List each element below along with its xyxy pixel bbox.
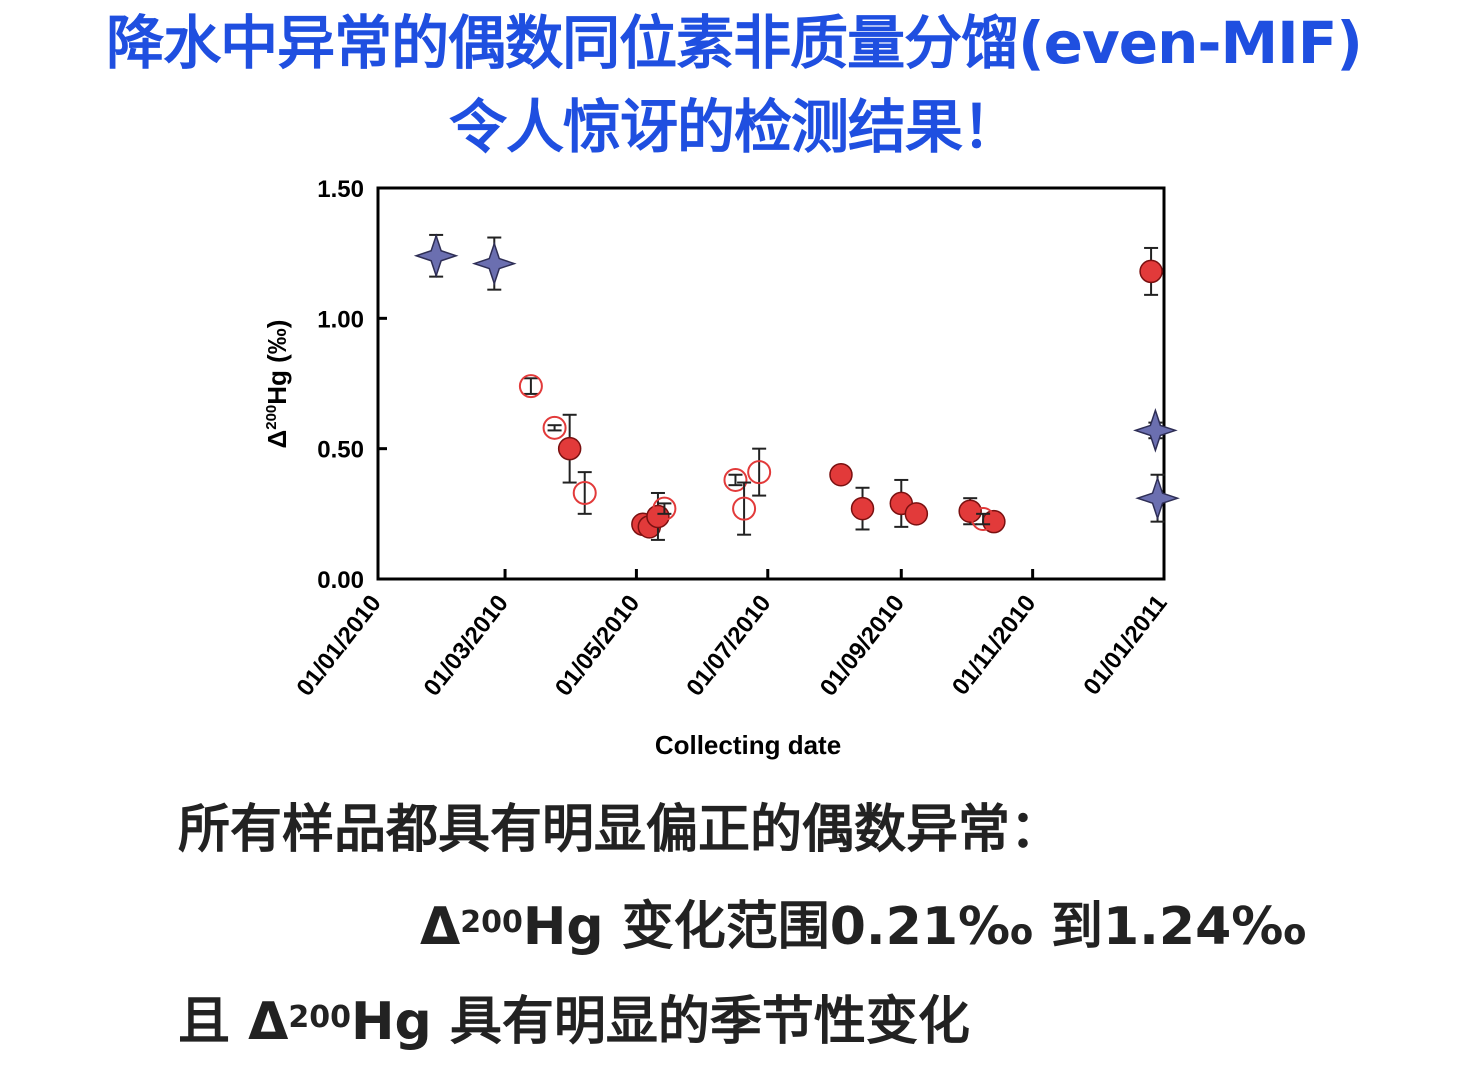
x-tick-label: 01/07/2010 xyxy=(681,590,776,701)
open-circle-marker xyxy=(652,496,677,521)
filled-circle-marker xyxy=(829,462,853,487)
x-tick-label: 01/03/2010 xyxy=(419,590,514,701)
x-tick-label: 01/05/2010 xyxy=(550,590,645,701)
slide-title-line-2: 令人惊讶的检测结果！ xyxy=(448,93,1020,161)
y-tick-label: 0.00 xyxy=(317,567,364,594)
x-tick-label: 01/11/2010 xyxy=(947,590,1041,700)
y-tick-label: 1.00 xyxy=(317,306,364,333)
isotope-mass: 200 xyxy=(460,905,523,940)
open-circle-marker xyxy=(971,507,996,532)
star-marker xyxy=(1135,475,1180,521)
filled-circle-marker xyxy=(958,499,982,523)
open-circle-marker xyxy=(542,415,567,440)
seasonal-text: Hg 具有明显的季节性变化 xyxy=(350,992,970,1052)
range-text: Hg 变化范围0.21‰ 到1.24‰ xyxy=(522,897,1307,957)
x-tick-label: 01/09/2010 xyxy=(815,590,910,701)
open-circle-marker xyxy=(732,496,757,521)
star-marker xyxy=(413,233,459,279)
summary-line-2: Δ200Hg 变化范围0.21‰ 到1.24‰ xyxy=(420,897,1306,957)
open-circle-marker xyxy=(723,467,748,492)
delta200hg-scatter-chart: 0.00 0.50 1.00 1.50 01/01/2010 01/03/2010 01/… xyxy=(262,176,1180,760)
slide-title-line-1: 降水中异常的偶数同位素非质量分馏(even-MIF) xyxy=(106,9,1363,77)
x-axis-label: Collecting date xyxy=(655,730,841,760)
y-axis-label: Δ200Hg (‰) xyxy=(262,320,292,449)
filled-circle-marker xyxy=(850,496,875,521)
open-circle-marker xyxy=(518,374,543,399)
summary-line-1: 所有样品都具有明显偏正的偶数异常： xyxy=(178,800,1063,860)
star-marker xyxy=(471,241,517,286)
open-circle-marker xyxy=(747,460,772,485)
summary-line-3: 且 Δ200Hg 具有明显的季节性变化 xyxy=(178,992,970,1052)
x-tick-label: 01/01/2011 xyxy=(1078,590,1172,700)
open-circle-marker xyxy=(572,480,597,505)
filled-circle-marker xyxy=(904,502,929,526)
y-tick-label: 1.50 xyxy=(317,176,364,203)
plot-frame xyxy=(376,186,1166,581)
filled-circle-marker xyxy=(1139,259,1163,284)
y-tick-label: 0.50 xyxy=(317,437,364,464)
x-tick-label: 01/01/2010 xyxy=(291,590,386,701)
delta-symbol: Δ xyxy=(420,897,461,957)
filled-circle-marker xyxy=(557,436,582,461)
line3-prefix: 且 Δ xyxy=(178,992,289,1052)
isotope-mass: 200 xyxy=(288,1000,351,1035)
star-marker xyxy=(1133,408,1178,453)
